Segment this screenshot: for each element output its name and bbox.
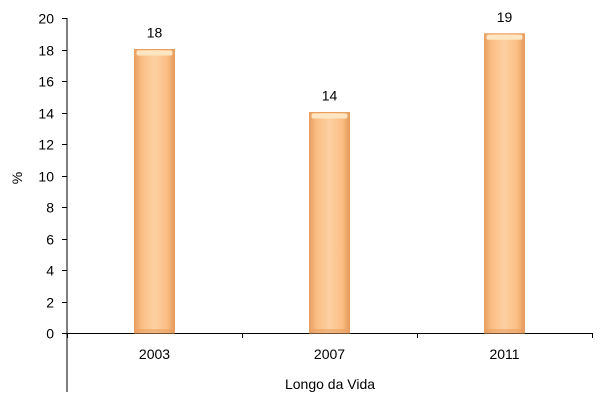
bar-2003 [134, 49, 175, 334]
x-axis-title: Longo da Vida [285, 376, 375, 392]
x-tick-label: 2011 [489, 346, 519, 362]
bar-highlight [311, 113, 348, 119]
bar-2007 [309, 112, 350, 334]
data-labels: 18 14 19 [147, 9, 513, 104]
bar-2011 [484, 33, 525, 334]
y-tick-label: 6 [46, 232, 54, 248]
y-tick-label: 14 [38, 106, 54, 122]
y-axis: 0 2 4 6 8 10 12 14 16 18 20 [38, 11, 68, 392]
y-tick-label: 4 [46, 263, 54, 279]
bar-base [485, 329, 524, 332]
data-label-2011: 19 [497, 9, 513, 25]
y-tick-label: 16 [38, 74, 54, 90]
y-tick-label: 2 [46, 295, 54, 311]
bar-highlight [136, 50, 173, 56]
bar-base [310, 329, 349, 332]
data-label-2007: 14 [322, 88, 338, 104]
x-axis: 2003 2007 2011 [67, 333, 593, 362]
bar-base [135, 329, 174, 332]
data-label-2003: 18 [147, 25, 163, 41]
y-axis-title: % [9, 172, 25, 184]
y-tick-label: 8 [46, 200, 54, 216]
y-tick-label: 12 [38, 137, 54, 153]
y-tick-label: 0 [46, 326, 54, 342]
bars [134, 33, 525, 334]
x-tick-label: 2003 [139, 346, 170, 362]
x-tick-label: 2007 [314, 346, 345, 362]
y-tick-label: 18 [38, 43, 54, 59]
y-tick-label: 20 [38, 11, 54, 27]
y-tick-label: 10 [38, 169, 54, 185]
bar-highlight [486, 34, 523, 40]
